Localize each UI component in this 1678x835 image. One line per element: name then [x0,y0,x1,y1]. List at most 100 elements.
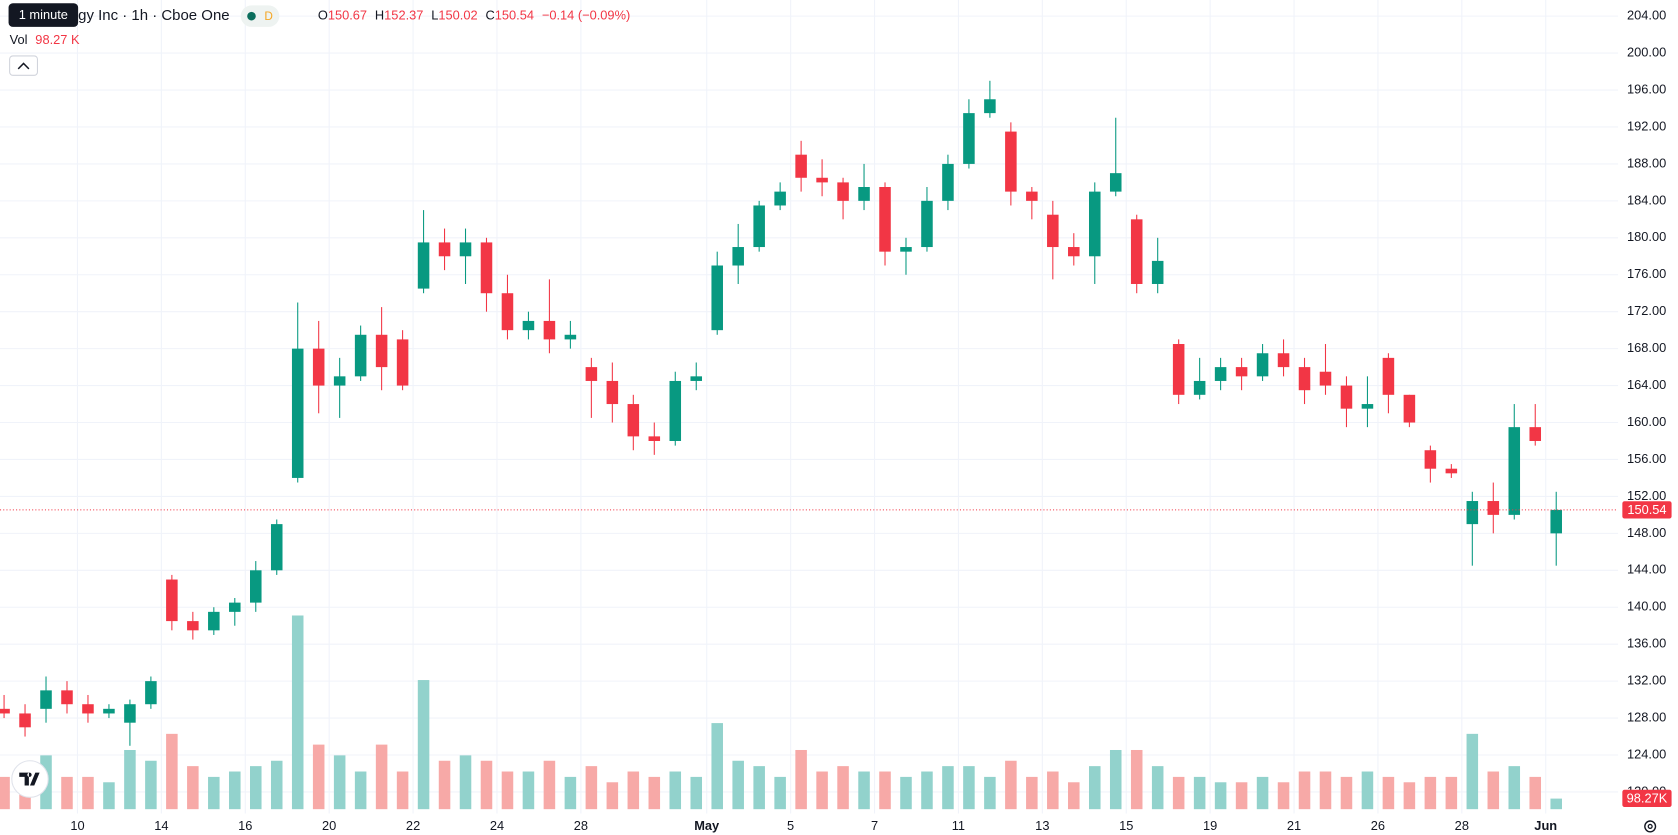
candle-body [187,621,199,631]
last-price-box [1622,501,1672,519]
candle-body [480,242,493,294]
volume-bar [249,766,262,810]
candle-body [711,265,723,331]
volume-bar [438,760,451,810]
volume-bar [1298,771,1311,810]
badge[interactable]: D [264,9,273,23]
y-tick-label: 128.00 [1627,709,1666,724]
volume-bar [1151,766,1164,810]
volume-bar [229,771,241,810]
volume-bar [774,776,786,810]
x-tick-label: 22 [406,818,420,833]
candle-body [312,348,325,386]
x-tick-label: 11 [952,818,965,833]
volume-label: Vol [10,32,28,47]
volume-bar [103,782,115,810]
x-tick-label: 28 [574,818,588,833]
chevron-up-icon [17,62,30,70]
candle-body [1361,404,1374,409]
candle-body [40,690,52,709]
volume-bar [606,782,619,810]
y-tick-label: 152.00 [1627,488,1666,503]
candle-body [249,570,262,603]
y-tick-label: 204.00 [1627,8,1666,23]
volume-bar [669,771,682,810]
volume-bar [1445,776,1458,810]
volume-bar [1382,776,1395,810]
volume-bar [1068,782,1080,810]
x-tick-label: 26 [1371,818,1385,833]
candle-body [1130,219,1143,284]
symbol-title[interactable]: gy Inc · 1h · Cboe One [78,7,229,24]
volume-bar [145,760,157,810]
candle-body [417,242,430,289]
y-tick-label: 184.00 [1627,192,1666,207]
y-tick-label: 148.00 [1627,525,1666,540]
logo-badge[interactable] [11,760,49,798]
volume-bar [921,771,933,810]
candle-body [837,182,849,201]
volume-bar [963,766,975,810]
volume-bar [124,749,136,810]
candle-body [858,187,870,201]
y-tick-label: 196.00 [1627,81,1666,96]
last-price-label: 150.54 [1627,502,1666,517]
y-tick-label: 132.00 [1627,673,1666,688]
volume-bar [648,776,661,810]
x-tick-label: Jun [1534,818,1557,833]
volume-bar [208,776,220,810]
volume-bar [61,776,73,810]
candle-body [1550,509,1562,534]
candle-body [816,177,828,183]
last-volume-label: 98.27K [1627,790,1668,805]
ohlc-value: 150.02 [438,8,477,23]
candle-body [438,242,451,257]
volume-bar [1550,798,1562,810]
y-tick-label: 200.00 [1627,44,1666,59]
candle-body [291,348,304,478]
volume-bar [375,744,388,810]
ohlc-label: L [431,8,438,23]
volume-bar [501,771,514,810]
candle-body [1026,191,1038,201]
x-tick-label: 19 [1203,818,1217,833]
collapse-button[interactable] [9,55,38,76]
y-tick-label: 136.00 [1627,636,1666,651]
volume-bar [1529,776,1542,810]
volume-bar [354,771,367,810]
candle-body [270,524,283,571]
candle-body [459,242,472,257]
volume-bar [459,755,472,810]
x-tick-label: 28 [1455,818,1469,833]
candle-body [1047,214,1059,248]
candle-body [543,320,556,340]
volume-bar [585,766,598,810]
volume-bar [1005,760,1017,810]
candle-body [627,404,640,437]
axes: 120.00124.00128.00132.00136.00140.00144.… [0,8,1672,833]
volume-bar [732,760,744,810]
volume-bar [1214,782,1227,810]
x-tick-label: 24 [490,818,504,833]
volume-bar [82,776,94,810]
x-tick-label: 15 [1119,818,1133,833]
candle-body [879,187,891,252]
volume-bar [1172,776,1185,810]
candle-body [1403,394,1416,423]
candle-layer [0,80,1562,746]
y-tick-label: 160.00 [1627,414,1666,429]
candle-body [984,99,996,114]
candle-body [585,367,598,381]
candle-body [1151,260,1164,284]
y-tick-label: 156.00 [1627,451,1666,466]
volume-bar [858,771,870,810]
ohlc-label: C [485,8,494,23]
candle-body [229,602,241,612]
settings-icon[interactable] [1644,820,1657,833]
candle-body [1340,385,1353,409]
status-pill[interactable] [240,5,280,27]
candle-body [61,690,73,705]
candle-body [1382,357,1395,395]
x-tick-label: 5 [787,818,794,833]
